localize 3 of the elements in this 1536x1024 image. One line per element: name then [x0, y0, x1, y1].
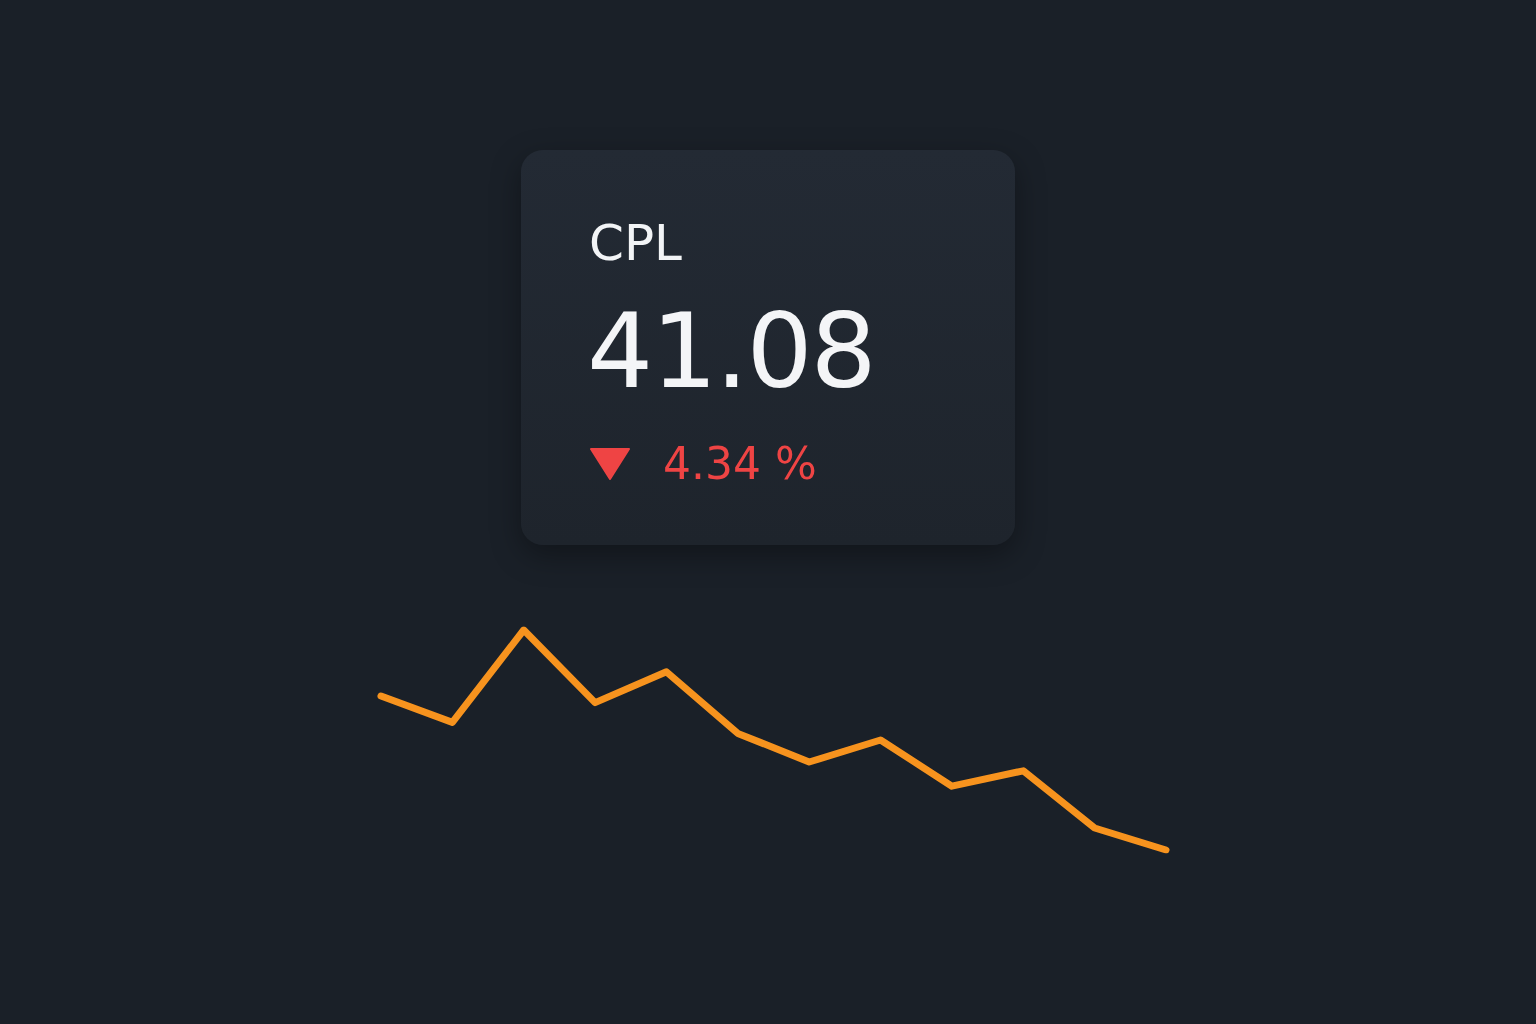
- text: 4.34 %: [663, 438, 817, 489]
- text: CPL: [589, 214, 682, 272]
- text: 41.08: [587, 290, 875, 412]
